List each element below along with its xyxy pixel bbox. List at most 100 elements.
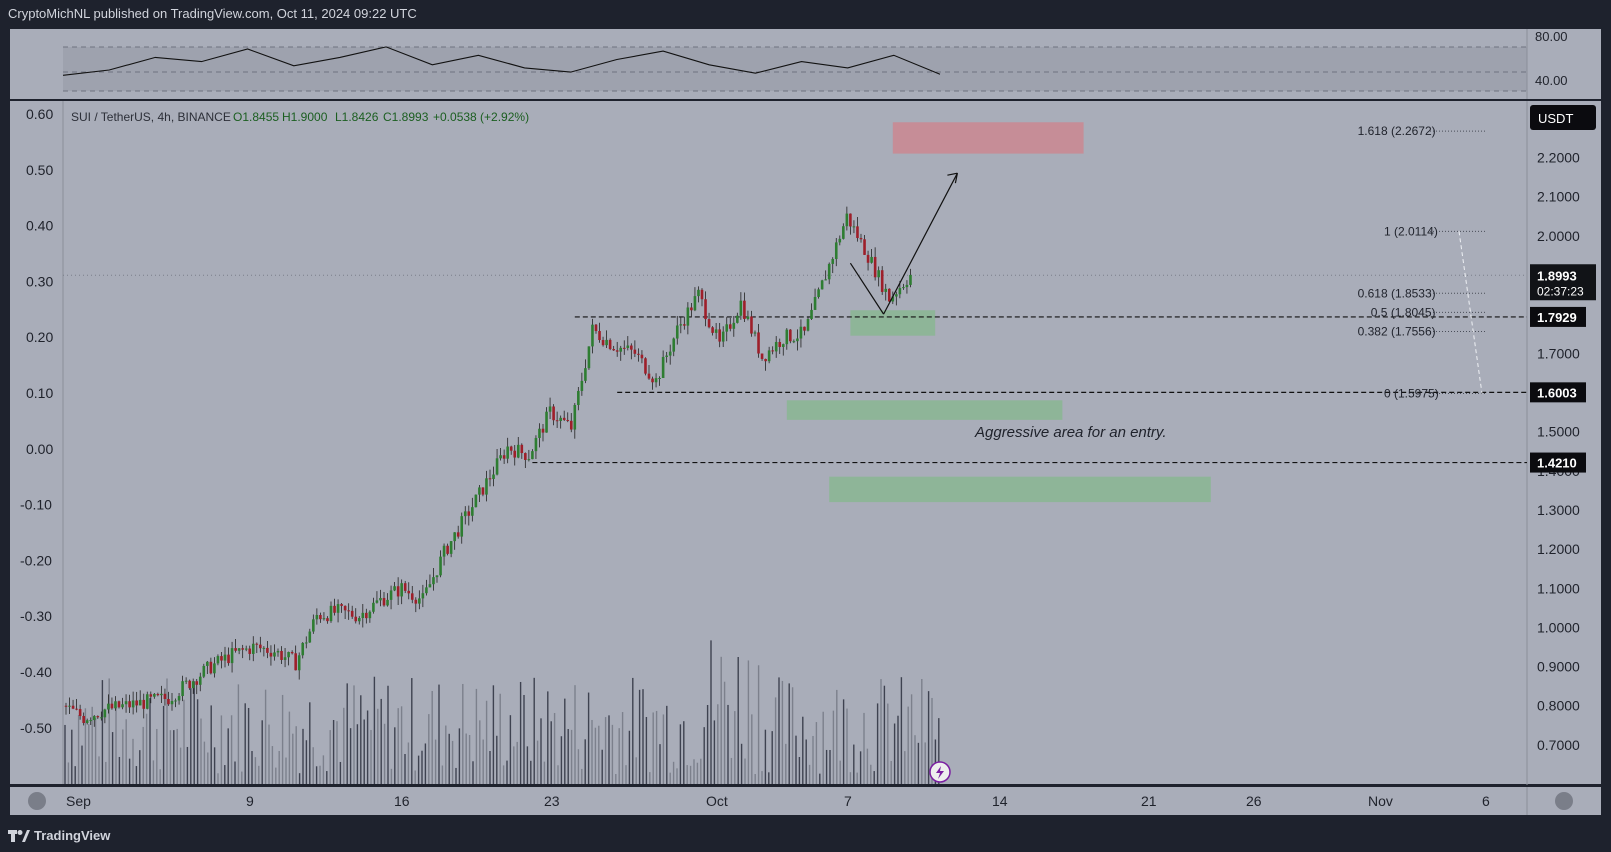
- time-tick-label: 21: [1141, 793, 1157, 809]
- candle-body: [552, 406, 555, 421]
- candle-body: [785, 329, 789, 345]
- candle-body: [312, 619, 315, 632]
- candle-body: [806, 318, 810, 331]
- candle-body: [859, 238, 863, 240]
- candle-body: [746, 316, 750, 319]
- time-tick-label: 7: [844, 793, 852, 809]
- time-tick-label: Nov: [1368, 793, 1393, 809]
- candle-body: [842, 226, 845, 239]
- candle-body: [206, 661, 209, 666]
- candle-body: [615, 350, 619, 352]
- candle-body: [725, 324, 729, 332]
- tradingview-logo[interactable]: TradingView: [8, 828, 110, 843]
- candle-body: [545, 411, 548, 433]
- candle-body: [714, 329, 718, 333]
- price-tick-label: 2.2000: [1537, 150, 1580, 166]
- candle-body: [594, 324, 598, 332]
- candle-body: [562, 417, 566, 420]
- candle-body: [160, 693, 163, 696]
- candle-body: [527, 459, 531, 461]
- candle-body: [803, 326, 806, 331]
- arrow-head-icon: [947, 172, 958, 184]
- candle-body: [584, 368, 587, 381]
- candle-body: [227, 654, 230, 664]
- candle-body: [654, 378, 658, 383]
- candle-body: [237, 648, 241, 651]
- percent-tick-label: 0.40: [26, 218, 53, 234]
- candle-body: [304, 642, 308, 644]
- candle-body: [71, 705, 75, 709]
- rsi-line: [62, 46, 941, 76]
- candle-body: [418, 598, 421, 604]
- candle-body: [414, 599, 418, 604]
- time-tick-label: 26: [1246, 793, 1262, 809]
- candle-body: [471, 507, 474, 516]
- candle-body: [831, 259, 835, 264]
- candle-body: [736, 315, 739, 323]
- candle-body: [124, 701, 128, 705]
- candle-body: [792, 341, 796, 343]
- candle-body: [432, 577, 435, 585]
- level-price-label: 1.7929: [1537, 310, 1577, 325]
- candle-body: [587, 346, 591, 369]
- candle-body: [198, 676, 202, 685]
- candle-body: [308, 631, 312, 643]
- candle-body: [333, 605, 336, 613]
- candle-body: [647, 373, 651, 379]
- down-arrow-line: [849, 262, 885, 315]
- candle-body: [743, 300, 746, 319]
- candle-body: [347, 610, 350, 612]
- candle-body: [230, 648, 234, 664]
- candle-body: [633, 349, 637, 354]
- price-tick-label: 1.7000: [1537, 345, 1580, 361]
- candle-body: [541, 428, 545, 433]
- candle-body: [626, 345, 630, 348]
- percent-tick-label: 0.60: [26, 106, 53, 122]
- candle-body: [630, 345, 633, 350]
- level-price-tag: [1530, 452, 1586, 473]
- candle-body: [244, 648, 248, 650]
- settings-icon[interactable]: [1555, 792, 1573, 810]
- candle-body: [163, 693, 167, 700]
- entry-annotation: Aggressive area for an entry.: [974, 424, 1166, 441]
- candle-body: [138, 699, 142, 706]
- price-tick-label: 2.1000: [1537, 189, 1580, 205]
- candle-body: [290, 651, 294, 654]
- candle-body: [478, 487, 481, 495]
- candle-body: [153, 693, 156, 697]
- currency-button[interactable]: [1530, 105, 1596, 130]
- rsi-tick-label: 80.00: [1535, 29, 1568, 44]
- candle-body: [499, 455, 502, 459]
- candle-body: [241, 648, 244, 650]
- candle-body: [520, 444, 524, 454]
- candle-body: [651, 378, 654, 383]
- footer-bar: TradingView: [0, 818, 1611, 852]
- candle-body: [531, 451, 534, 460]
- legend-change: +0.0538 (+2.92%): [433, 110, 529, 124]
- candle-body: [555, 420, 559, 422]
- candle-body: [262, 647, 266, 649]
- candle-body: [121, 704, 124, 708]
- candle-body: [107, 703, 110, 710]
- scroll-left-icon[interactable]: [28, 792, 46, 810]
- candle-body: [259, 644, 262, 649]
- main-pane: [10, 101, 1601, 784]
- candle-body: [75, 708, 78, 710]
- candle-body: [453, 532, 456, 542]
- candle-body: [463, 511, 467, 517]
- candle-body: [167, 699, 170, 705]
- candle-body: [294, 653, 297, 671]
- candle-body: [340, 604, 343, 606]
- level-price-label: 1.4210: [1537, 456, 1577, 471]
- candle-body: [817, 289, 820, 297]
- candle-body: [442, 545, 446, 557]
- candle-body: [834, 242, 838, 260]
- candle-body: [382, 597, 386, 606]
- candle-body: [856, 226, 859, 239]
- candle-body: [612, 349, 615, 351]
- candle-body: [739, 300, 743, 316]
- candle-body: [824, 279, 827, 281]
- candle-body: [142, 699, 146, 709]
- rsi-band: [63, 47, 1527, 91]
